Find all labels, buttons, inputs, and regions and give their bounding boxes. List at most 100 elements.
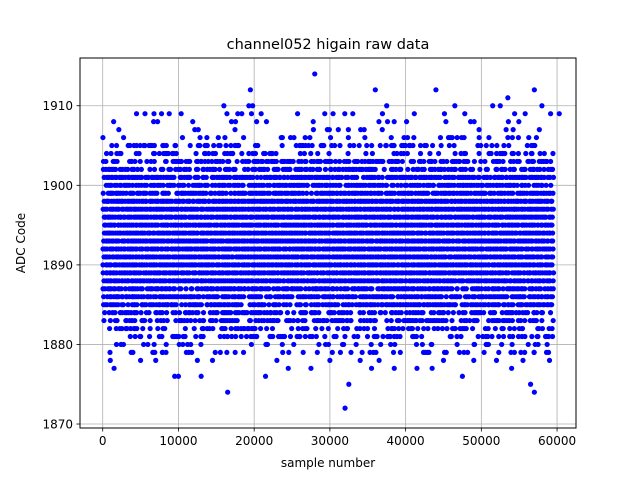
data-point [187,158,193,165]
data-point [368,341,374,348]
data-point [179,134,186,141]
data-point [132,333,138,340]
data-point [500,286,506,292]
data-point [165,150,171,157]
data-point [355,333,361,340]
data-point [206,198,212,204]
data-point [537,166,543,172]
data-point [210,286,216,292]
data-point [507,325,513,332]
data-point [180,341,186,348]
data-point [435,325,441,332]
data-point [454,341,460,348]
data-point [212,150,219,157]
data-point [390,294,396,300]
data-point [291,134,297,141]
data-point [189,286,195,292]
data-point [444,325,450,332]
data-point [250,174,256,180]
data-point [179,302,185,308]
data-point [465,158,471,165]
data-point [190,198,197,204]
outlier-point [194,357,200,363]
data-point [136,150,142,157]
data-point [539,254,545,260]
data-point [371,325,378,332]
data-point [379,174,385,180]
data-point [228,190,234,196]
data-point [519,325,526,332]
data-point [380,158,386,165]
data-point [313,333,319,340]
data-point [417,182,423,188]
data-point [167,166,174,172]
data-point [398,182,404,188]
data-point [442,254,449,260]
data-point [482,158,488,165]
data-point [291,341,297,348]
data-point [248,341,255,348]
data-point [333,333,339,340]
data-point [278,310,284,316]
data-point [241,294,247,300]
data-point [521,294,527,300]
data-point [264,166,271,172]
data-point [441,111,448,117]
data-point [159,310,165,316]
data-point [369,286,375,292]
data-point [222,325,228,332]
data-point [142,142,148,149]
data-point [240,182,246,188]
data-point [321,142,327,149]
data-point [289,294,295,300]
data-point [310,119,316,125]
data-point [522,333,528,340]
outlier-point [327,357,333,363]
data-point [335,302,341,308]
data-point [452,166,458,172]
data-point [156,150,162,157]
data-point [204,142,210,149]
data-point [195,286,201,292]
outlier-point [175,373,182,379]
data-point [326,230,332,236]
data-point [326,150,332,157]
data-point [164,310,170,316]
data-point [138,166,144,172]
data-point [313,325,319,332]
data-point [415,325,421,332]
data-point [133,142,140,149]
data-point [262,150,268,157]
data-point [141,294,147,300]
data-point [384,119,391,125]
data-point [254,333,260,340]
data-point [514,182,520,188]
data-point [474,317,480,324]
data-point [379,127,385,133]
data-point [373,349,379,356]
data-point [489,142,495,149]
data-point [502,166,508,172]
data-point [137,142,143,149]
data-point [145,341,151,348]
data-point [411,134,417,141]
data-point [189,349,195,356]
data-point [317,158,324,165]
data-point [304,190,310,196]
data-point [399,158,406,165]
data-point [122,286,129,292]
y-tick-label: 1900 [42,179,73,193]
data-point [203,174,209,180]
data-point [374,333,380,340]
data-point [260,158,266,165]
data-point [304,166,310,172]
data-point [522,286,528,292]
data-point [480,182,486,188]
data-point [302,333,308,340]
data-point [316,341,322,348]
data-point [132,317,138,324]
data-point [183,214,189,220]
y-tick-label: 1880 [42,338,73,352]
data-point [197,134,203,141]
